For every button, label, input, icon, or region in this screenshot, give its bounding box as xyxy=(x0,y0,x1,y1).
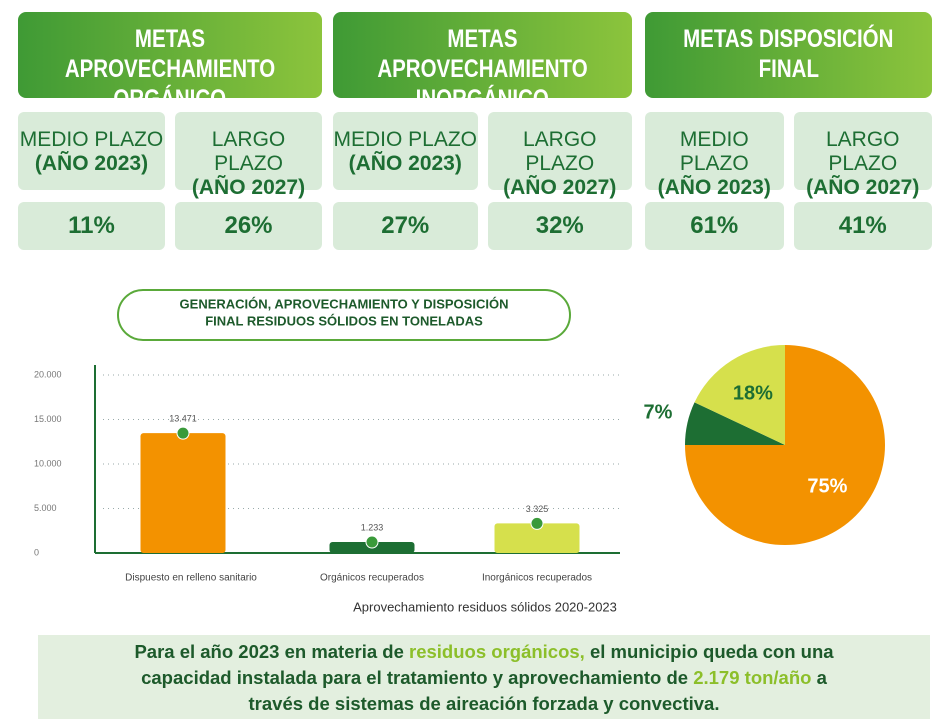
goal-value: 27% xyxy=(333,202,478,250)
goal-value: 41% xyxy=(793,202,932,250)
term: MEDIO PLAZO (AÑO 2023) xyxy=(645,112,784,199)
term-label: LARGO PLAZO xyxy=(825,128,900,175)
term-year: (AÑO 2027) xyxy=(503,176,617,199)
x-tick-label: Orgánicos recuperados xyxy=(320,573,424,584)
bar-dot xyxy=(530,516,544,530)
term-year: (AÑO 2027) xyxy=(191,176,306,199)
chart-title: FINAL RESIDUOS SÓLIDOS EN TONELADAS xyxy=(205,313,483,328)
goal-value: 32% xyxy=(487,202,632,250)
goal-title-line: METAS APROVECHAMIENTO xyxy=(64,25,276,83)
term: LARGO PLAZO (AÑO 2027) xyxy=(175,112,322,199)
bar-dot xyxy=(176,426,190,440)
footer-text: a xyxy=(811,667,827,688)
term-label: MEDIO PLAZO xyxy=(679,128,749,175)
term-year: (AÑO 2027) xyxy=(806,176,920,199)
pie-label: 7% xyxy=(643,402,672,424)
goal-value: 61% xyxy=(645,202,784,250)
value-label: 13.471 xyxy=(169,413,197,423)
term-label: MEDIO PLAZO xyxy=(333,128,478,151)
y-tick-label: 15.000 xyxy=(34,414,62,424)
goal-title-line: ORGÁNICO xyxy=(113,85,227,113)
term-year: (AÑO 2023) xyxy=(34,152,149,175)
footer-text: el municipio queda con una xyxy=(584,641,834,662)
footer-line: capacidad instalada para el tratamiento … xyxy=(38,665,930,691)
x-tick-label: Dispuesto en relleno sanitario xyxy=(125,573,257,584)
goal-title: METAS APROVECHAMIENTO INORGÁNICO xyxy=(333,12,632,113)
term-year: (AÑO 2023) xyxy=(657,176,771,199)
y-tick-label: 0 xyxy=(34,547,39,557)
footer-text: Para el año 2023 en materia de xyxy=(134,641,410,662)
footer-text: residuos orgánicos, xyxy=(409,641,585,662)
footer-text: través de sistemas de aireación forzada … xyxy=(248,693,720,714)
goal-title-line: INORGÁNICO xyxy=(415,85,550,113)
footer-line: Para el año 2023 en materia de residuos … xyxy=(38,639,930,665)
y-tick-label: 5.000 xyxy=(34,503,57,513)
goal-title-line: FINAL xyxy=(758,55,819,83)
term-label: MEDIO PLAZO xyxy=(19,128,164,151)
goal-title: METAS DISPOSICIÓN FINAL xyxy=(645,12,932,98)
bar-dot xyxy=(365,535,379,549)
x-tick-label: Inorgánicos recuperados xyxy=(482,573,592,584)
term: MEDIO PLAZO (AÑO 2023) xyxy=(18,112,165,190)
pie-slice xyxy=(685,402,785,445)
term: LARGO PLAZO (AÑO 2027) xyxy=(793,112,932,199)
chart-title-box xyxy=(117,289,571,341)
footer-line: través de sistemas de aireación forzada … xyxy=(38,691,930,717)
term: MEDIO PLAZO (AÑO 2023) xyxy=(333,112,478,190)
goal-value: 11% xyxy=(18,202,165,250)
chart-title: GENERACIÓN, APROVECHAMIENTO Y DISPOSICIÓ… xyxy=(180,296,509,311)
term-label: LARGO PLAZO xyxy=(211,128,286,175)
y-tick-label: 10.000 xyxy=(34,458,62,468)
footer-text: capacidad instalada para el tratamiento … xyxy=(141,667,694,688)
pie-slice xyxy=(694,345,785,445)
footer: Para el año 2023 en materia de residuos … xyxy=(38,635,930,719)
y-tick-label: 20.000 xyxy=(34,369,62,379)
bar xyxy=(140,433,226,553)
x-axis-label: Aprovechamiento residuos sólidos 2020-20… xyxy=(353,599,617,614)
goal-title-line: METAS DISPOSICIÓN xyxy=(683,25,894,53)
term: LARGO PLAZO (AÑO 2027) xyxy=(487,112,632,199)
pie-label: 75% xyxy=(807,476,847,498)
term-label: LARGO PLAZO xyxy=(522,128,597,175)
term-year: (AÑO 2023) xyxy=(348,152,462,175)
value-label: 1.233 xyxy=(361,522,384,532)
goal-title: METAS APROVECHAMIENTO ORGÁNICO xyxy=(18,12,322,113)
footer-text: 2.179 ton/año xyxy=(693,667,812,688)
charts: GENERACIÓN, APROVECHAMIENTO Y DISPOSICIÓ… xyxy=(34,289,885,614)
goal-value: 26% xyxy=(175,202,322,250)
pie-label: 18% xyxy=(733,383,773,405)
value-label: 3.325 xyxy=(526,504,549,514)
bar xyxy=(494,523,580,553)
goal-title-line: METAS APROVECHAMIENTO xyxy=(377,25,588,83)
